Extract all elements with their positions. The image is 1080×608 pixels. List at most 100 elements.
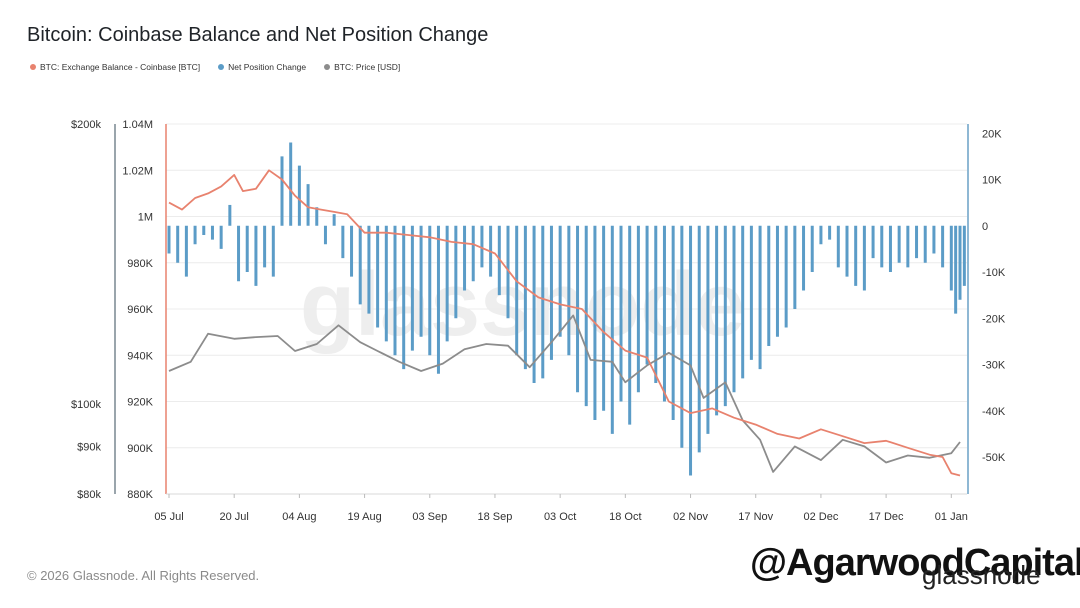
net-position-bar bbox=[636, 225, 640, 393]
balance-axis-tick: 960K bbox=[127, 304, 153, 316]
net-position-bar bbox=[532, 225, 536, 383]
price-axis-tick: $100k bbox=[71, 399, 101, 411]
net-position-bar bbox=[723, 225, 727, 407]
net-position-bar bbox=[584, 225, 588, 407]
net-position-bar bbox=[193, 225, 197, 245]
net-position-bar bbox=[297, 165, 301, 226]
net-position-bar bbox=[732, 225, 736, 393]
balance-axis-tick: 920K bbox=[127, 397, 153, 409]
net-position-bar bbox=[949, 225, 953, 291]
price-axis-tick: $80k bbox=[77, 489, 101, 501]
net-position-bar bbox=[263, 225, 267, 268]
x-axis-tick: 03 Oct bbox=[544, 511, 576, 523]
net-position-bar bbox=[962, 225, 966, 286]
net-position-bar bbox=[567, 225, 571, 356]
net-position-bar bbox=[541, 225, 545, 379]
x-axis-tick: 05 Jul bbox=[154, 511, 183, 523]
net-position-bar bbox=[254, 225, 258, 286]
net-position-bar bbox=[784, 225, 788, 328]
net-position-bar bbox=[558, 225, 562, 337]
net-position-bar bbox=[410, 225, 414, 351]
net-position-axis-tick: -30K bbox=[982, 360, 1006, 372]
net-position-bar bbox=[515, 225, 519, 356]
net-position-bar bbox=[506, 225, 510, 319]
x-axis-tick: 01 Jan bbox=[935, 511, 968, 523]
net-position-bar bbox=[523, 225, 527, 370]
net-position-bar bbox=[463, 225, 467, 291]
net-position-axis-tick: -40K bbox=[982, 406, 1006, 418]
net-position-axis-tick: -50K bbox=[982, 452, 1006, 464]
net-position-bar bbox=[419, 225, 423, 337]
net-position-bar bbox=[645, 225, 649, 365]
balance-axis-tick: 900K bbox=[127, 443, 153, 455]
copyright-text: © 2026 Glassnode. All Rights Reserved. bbox=[27, 568, 260, 583]
legend-item-price[interactable]: BTC: Price [USD] bbox=[324, 62, 400, 72]
net-position-bar bbox=[941, 225, 945, 268]
chart-title: Bitcoin: Coinbase Balance and Net Positi… bbox=[27, 24, 489, 46]
x-axis-tick: 19 Aug bbox=[347, 511, 381, 523]
net-position-axis-tick: -20K bbox=[982, 313, 1006, 325]
net-position-bar bbox=[332, 214, 336, 226]
net-position-bar bbox=[245, 225, 249, 272]
net-position-bar bbox=[428, 225, 432, 356]
net-position-axis-tick: -10K bbox=[982, 267, 1006, 279]
net-position-bar bbox=[202, 225, 206, 235]
balance-axis-tick: 1M bbox=[138, 212, 153, 224]
net-position-bar bbox=[836, 225, 840, 268]
net-position-bar bbox=[384, 225, 388, 342]
legend-dot-price bbox=[324, 64, 331, 70]
net-position-bar bbox=[932, 225, 936, 254]
net-position-bar bbox=[219, 225, 223, 249]
net-position-bar bbox=[619, 225, 623, 402]
net-position-bar bbox=[871, 225, 875, 259]
balance-axis-tick: 940K bbox=[127, 350, 153, 362]
x-axis-tick: 03 Sep bbox=[412, 511, 447, 523]
net-position-bar bbox=[176, 225, 180, 263]
net-position-bar bbox=[376, 225, 380, 328]
net-position-bar bbox=[706, 225, 710, 434]
net-position-bar bbox=[323, 225, 327, 245]
net-position-bar bbox=[602, 225, 606, 411]
balance-axis-tick: 880K bbox=[127, 489, 153, 501]
net-position-bar bbox=[888, 225, 892, 272]
net-position-bar bbox=[680, 225, 684, 448]
price-line bbox=[168, 314, 961, 473]
x-axis-tick: 17 Nov bbox=[738, 511, 773, 523]
net-position-bar bbox=[958, 225, 962, 300]
net-position-axis-tick: 0 bbox=[982, 221, 988, 233]
net-position-bar bbox=[862, 225, 866, 291]
net-position-bar bbox=[454, 225, 458, 319]
net-position-bar bbox=[610, 225, 614, 434]
net-position-bar bbox=[793, 225, 797, 309]
x-axis-tick: 04 Aug bbox=[282, 511, 316, 523]
net-position-bar bbox=[393, 225, 397, 356]
net-position-bar bbox=[906, 225, 910, 268]
x-axis-tick: 20 Jul bbox=[220, 511, 249, 523]
net-position-bar bbox=[289, 142, 293, 226]
net-position-bar bbox=[167, 225, 171, 254]
net-position-bar bbox=[445, 225, 449, 342]
legend-item-net-position[interactable]: Net Position Change bbox=[218, 62, 306, 72]
net-position-bar bbox=[819, 225, 823, 245]
net-position-bar bbox=[480, 225, 484, 268]
legend-item-balance[interactable]: BTC: Exchange Balance - Coinbase [BTC] bbox=[30, 62, 200, 72]
legend-label-balance: BTC: Exchange Balance - Coinbase [BTC] bbox=[40, 62, 201, 72]
balance-axis-tick: 1.04M bbox=[122, 119, 153, 131]
net-position-bar bbox=[828, 225, 832, 240]
net-position-bar bbox=[402, 225, 406, 370]
net-position-bar bbox=[350, 225, 354, 277]
net-position-bar bbox=[758, 225, 762, 370]
net-position-bar bbox=[358, 225, 362, 305]
net-position-bar bbox=[662, 225, 666, 402]
net-position-bar bbox=[549, 225, 553, 360]
net-position-bar bbox=[845, 225, 849, 277]
net-position-bar bbox=[280, 156, 284, 226]
legend-dot-balance bbox=[30, 64, 36, 70]
net-position-bar bbox=[767, 225, 771, 346]
net-position-bar bbox=[184, 225, 188, 277]
net-position-bar bbox=[654, 225, 658, 383]
x-axis-tick: 02 Nov bbox=[673, 511, 708, 523]
net-position-bar bbox=[628, 225, 632, 425]
price-axis-tick: $200k bbox=[71, 119, 101, 131]
